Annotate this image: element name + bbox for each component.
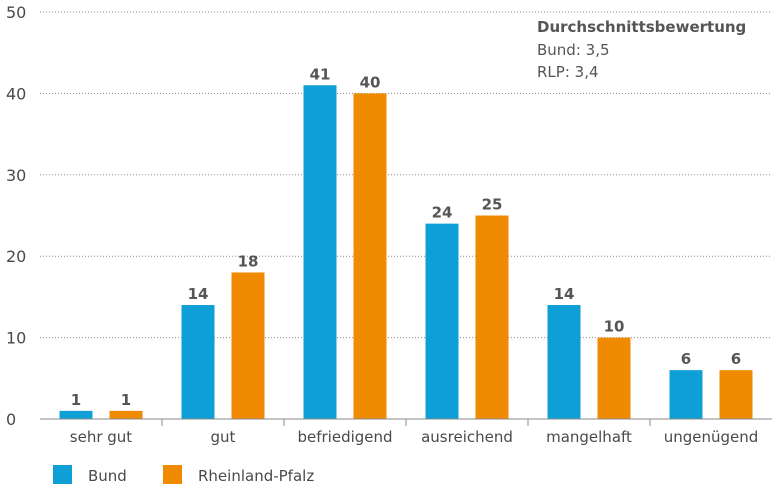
x-category-label: mangelhaft [546,428,632,446]
data-label: 25 [482,196,503,214]
y-tick-label: 0 [6,410,16,429]
data-label: 14 [188,285,209,303]
bar-bund [425,223,459,419]
annotation-line: Bund: 3,5 [537,41,610,59]
data-label: 1 [71,391,81,409]
data-label: 41 [310,65,331,83]
legend-label: Rheinland-Pfalz [198,467,314,485]
data-label: 14 [554,285,575,303]
legend: Bund Rheinland-Pfalz [53,465,314,485]
data-label: 10 [604,318,625,336]
bar-rheinland-pfalz [353,93,387,420]
bar-bund [59,410,93,419]
data-label: 18 [238,252,259,270]
bar-rheinland-pfalz [719,370,753,419]
data-label: 6 [731,350,741,368]
annotation-title: Durchschnittsbewertung [537,18,746,36]
bar-rheinland-pfalz [109,410,143,419]
bars [59,85,753,420]
x-category-label: ausreichend [421,428,513,446]
data-labels: 1 1 14 18 41 40 24 25 14 10 6 6 [71,65,741,409]
data-label: 40 [360,73,381,91]
bar-bund [669,370,703,419]
y-tick-label: 20 [6,247,26,266]
bar-rheinland-pfalz [231,272,265,419]
x-axis: sehr gut gut befriedigend ausreichend mangel… [40,418,772,446]
legend-swatch [163,465,182,484]
legend-label: Bund [88,467,127,485]
bar-bund [181,305,215,419]
x-category-label: ungenügend [664,428,759,446]
bar-bund [303,85,337,419]
x-category-label: sehr gut [70,428,133,446]
data-label: 1 [121,391,131,409]
y-tick-label: 40 [6,84,26,103]
bar-bund [547,305,581,419]
y-tick-label: 10 [6,329,26,348]
average-annotation: Durchschnittsbewertung Bund: 3,5 RLP: 3,4 [537,18,746,81]
data-label: 6 [681,350,691,368]
x-category-label: befriedigend [297,428,392,446]
y-axis-ticks: 0 10 20 30 40 50 [6,3,26,429]
data-label: 24 [432,204,453,222]
x-category-label: gut [211,428,236,446]
bar-rheinland-pfalz [475,215,509,419]
y-tick-label: 50 [6,3,26,22]
legend-swatch [53,465,72,484]
gridlines [40,11,772,339]
y-tick-label: 30 [6,166,26,185]
annotation-line: RLP: 3,4 [537,63,599,81]
bar-rheinland-pfalz [597,337,631,419]
